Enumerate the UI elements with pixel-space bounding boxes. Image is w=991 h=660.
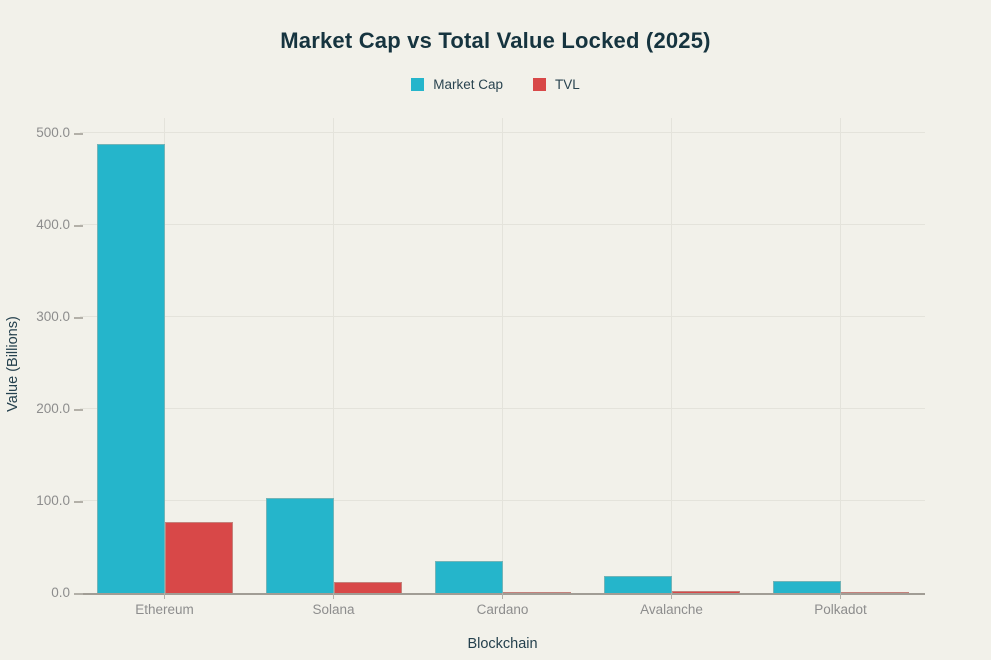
bar-market-cap-avalanche — [603, 576, 672, 593]
legend-item-tvl: TVL — [533, 77, 580, 92]
y-axis-tick-label: 300.0 — [36, 309, 70, 324]
y-axis-tick-label: 200.0 — [36, 401, 70, 416]
x-axis-tick-label-solana: Solana — [312, 602, 355, 617]
x-axis-tick-mark — [670, 593, 673, 599]
y-axis-tick-mark — [74, 593, 83, 595]
y-axis-tick-label: 100.0 — [36, 493, 70, 508]
y-axis-tick-label: 400.0 — [36, 217, 70, 232]
gridline-x-polkadot — [840, 118, 841, 593]
y-axis-tick-mark — [74, 409, 83, 411]
x-axis-title: Blockchain — [467, 636, 538, 652]
x-axis-tick-label-avalanche: Avalanche — [640, 602, 703, 617]
bar-market-cap-solana — [265, 498, 334, 593]
y-axis-tick-mark — [74, 501, 83, 503]
x-axis-tick-mark — [332, 593, 335, 599]
bar-tvl-cardano — [502, 592, 571, 593]
y-axis-tick-mark — [74, 133, 83, 135]
bar-market-cap-polkadot — [772, 581, 841, 593]
chart-title: Market Cap vs Total Value Locked (2025) — [280, 28, 711, 53]
bar-tvl-ethereum — [164, 522, 233, 593]
bar-tvl-polkadot — [840, 592, 909, 593]
legend-swatch-market-cap — [411, 78, 425, 91]
bar-tvl-avalanche — [671, 591, 740, 593]
x-axis-tick-label-cardano: Cardano — [476, 602, 529, 617]
legend-label-tvl: TVL — [555, 77, 580, 92]
y-axis-title: Value (Billions) — [5, 316, 21, 412]
bar-market-cap-ethereum — [96, 144, 165, 593]
y-axis-tick-label: 0.0 — [51, 585, 70, 600]
legend-label-market-cap: Market Cap — [433, 77, 503, 92]
gridline-x-cardano — [502, 118, 503, 593]
bar-tvl-solana — [333, 581, 402, 593]
y-axis-tick-mark — [74, 317, 83, 319]
legend-item-market-cap: Market Cap — [411, 77, 503, 92]
x-axis-tick-label-polkadot: Polkadot — [814, 602, 867, 617]
legend: Market Cap TVL — [0, 77, 991, 92]
x-axis-tick-mark — [501, 593, 504, 599]
gridline-x-avalanche — [671, 118, 672, 593]
x-axis-tick-mark — [163, 593, 166, 599]
y-axis-tick-label: 500.0 — [36, 125, 70, 140]
bar-market-cap-cardano — [434, 560, 503, 593]
gridline-x-solana — [333, 118, 334, 593]
x-axis-tick-mark — [839, 593, 842, 599]
legend-swatch-tvl — [533, 78, 546, 91]
plot-area — [80, 118, 925, 599]
gridline-x-ethereum — [164, 118, 165, 593]
x-axis-tick-label-ethereum: Ethereum — [135, 602, 194, 617]
y-axis-tick-mark — [74, 225, 83, 227]
